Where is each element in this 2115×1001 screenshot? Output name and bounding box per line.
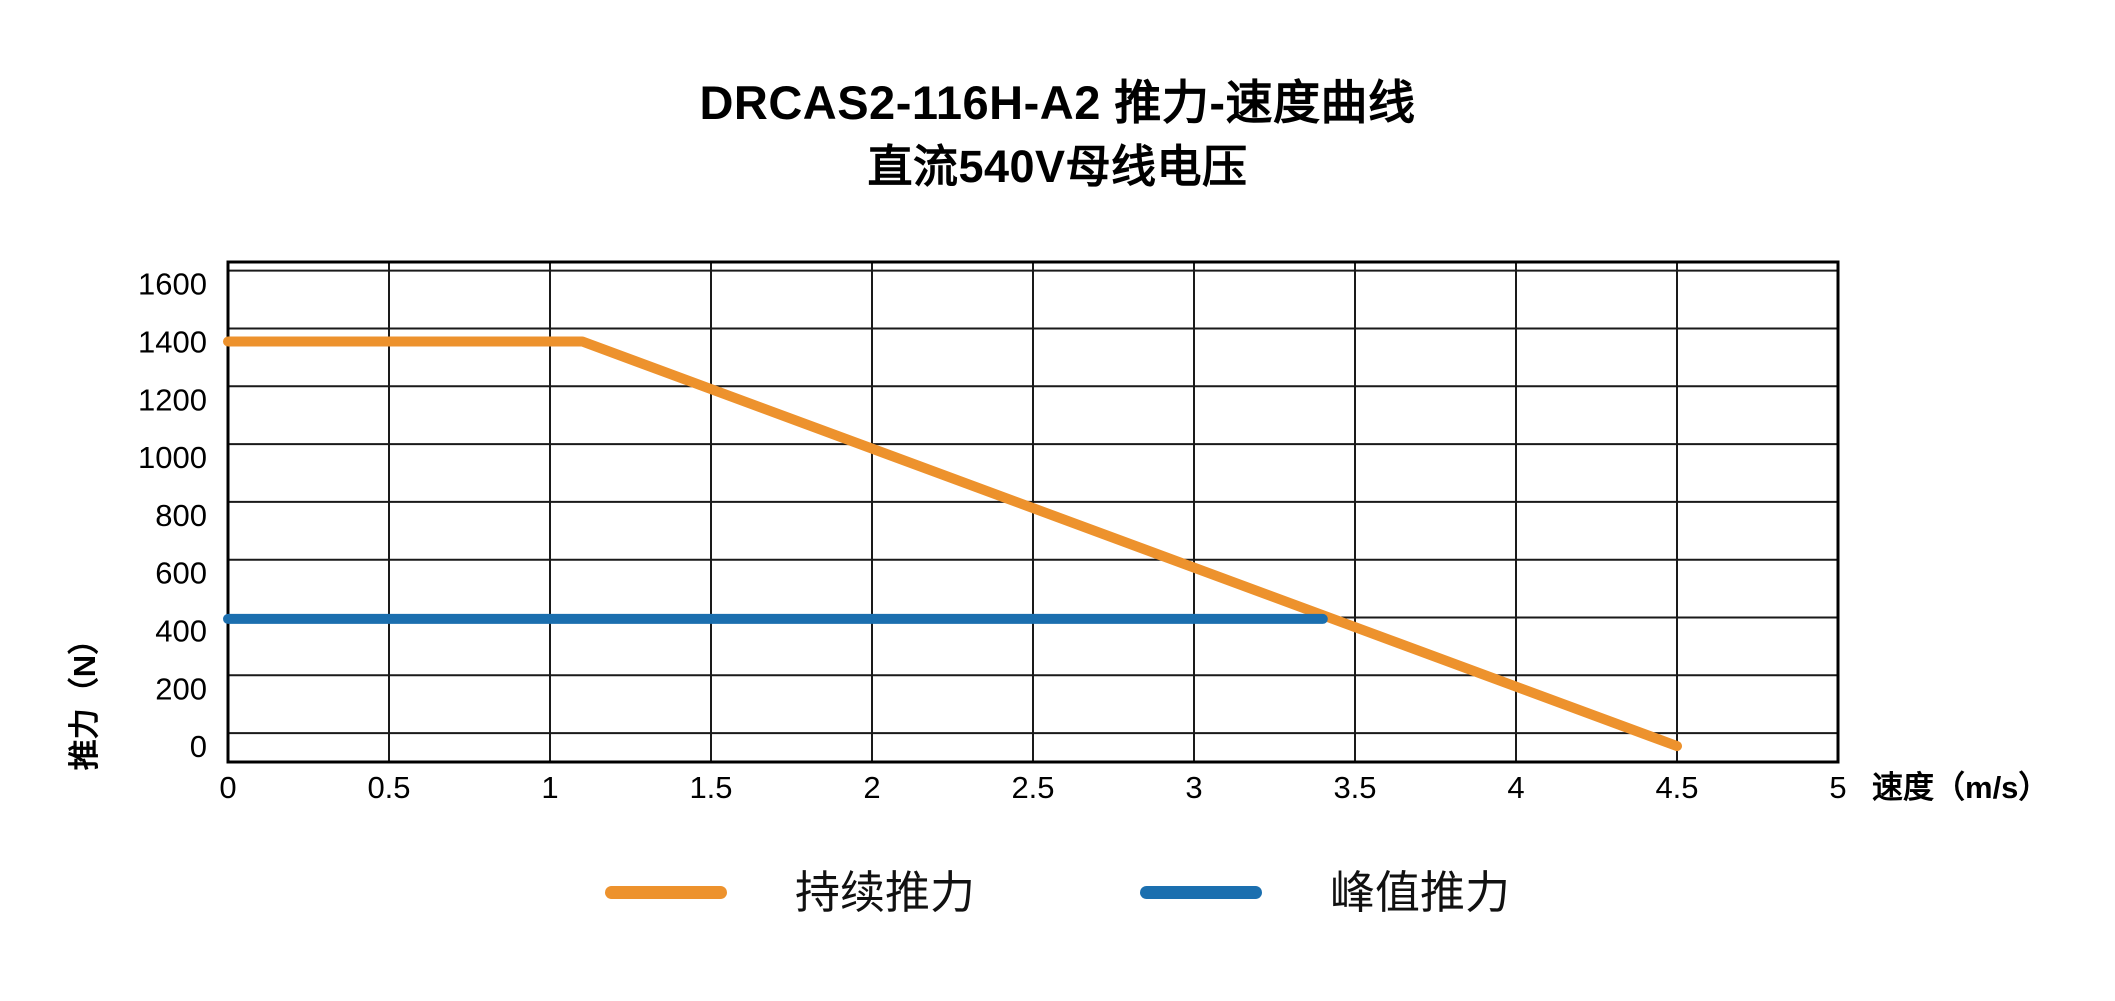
chart-title: DRCAS2-116H-A2 推力-速度曲线 bbox=[699, 76, 1416, 129]
x-tick-label: 1 bbox=[541, 770, 558, 805]
y-tick-label: 1000 bbox=[138, 440, 207, 475]
y-tick-label: 0 bbox=[190, 729, 207, 764]
tick-layer: 0 200 400 600 800 1000 1200 1400 1600 0 0.5 1 1.5 2 2.… bbox=[138, 267, 1847, 805]
x-axis-title: 速度（m/s） bbox=[1872, 770, 2049, 805]
y-axis-title: 推力（N） bbox=[67, 624, 102, 770]
plot-border bbox=[226, 260, 1840, 764]
legend-label-peak-thrust: 峰值推力 bbox=[1330, 866, 1511, 918]
legend-label-continuous-thrust: 持续推力 bbox=[794, 866, 975, 918]
continuous-thrust-line-swatch-icon bbox=[604, 885, 727, 899]
y-tick-label: 600 bbox=[155, 556, 207, 591]
peak-thrust-line-swatch-icon bbox=[1140, 885, 1262, 899]
y-tick-label: 1600 bbox=[138, 267, 207, 302]
series-line-0 bbox=[223, 336, 1682, 752]
x-tick-label: 3.5 bbox=[1333, 770, 1376, 805]
y-tick-label: 800 bbox=[155, 498, 207, 533]
x-tick-label: 4 bbox=[1507, 770, 1524, 805]
series-layer bbox=[223, 336, 1682, 752]
y-tick-label: 1400 bbox=[138, 324, 207, 359]
legend-item-continuous-thrust: 持续推力 bbox=[604, 866, 975, 918]
chart-subtitle: 直流540V母线电压 bbox=[867, 141, 1248, 192]
grid-layer bbox=[228, 262, 1838, 762]
x-tick-label: 2 bbox=[863, 770, 880, 805]
y-tick-label: 400 bbox=[155, 613, 207, 648]
x-tick-label: 5 bbox=[1829, 770, 1846, 805]
x-tick-label: 4.5 bbox=[1655, 770, 1698, 805]
x-tick-label: 1.5 bbox=[689, 770, 732, 805]
y-tick-label: 200 bbox=[155, 671, 207, 706]
x-tick-label: 0.5 bbox=[367, 770, 410, 805]
x-tick-label: 3 bbox=[1185, 770, 1202, 805]
legend-item-peak-thrust: 峰值推力 bbox=[1140, 870, 1510, 915]
legend: 持续推力 峰值推力 bbox=[0, 856, 2115, 928]
y-tick-label: 1200 bbox=[138, 382, 207, 417]
x-tick-label: 2.5 bbox=[1011, 770, 1054, 805]
x-tick-label: 0 bbox=[219, 770, 236, 805]
